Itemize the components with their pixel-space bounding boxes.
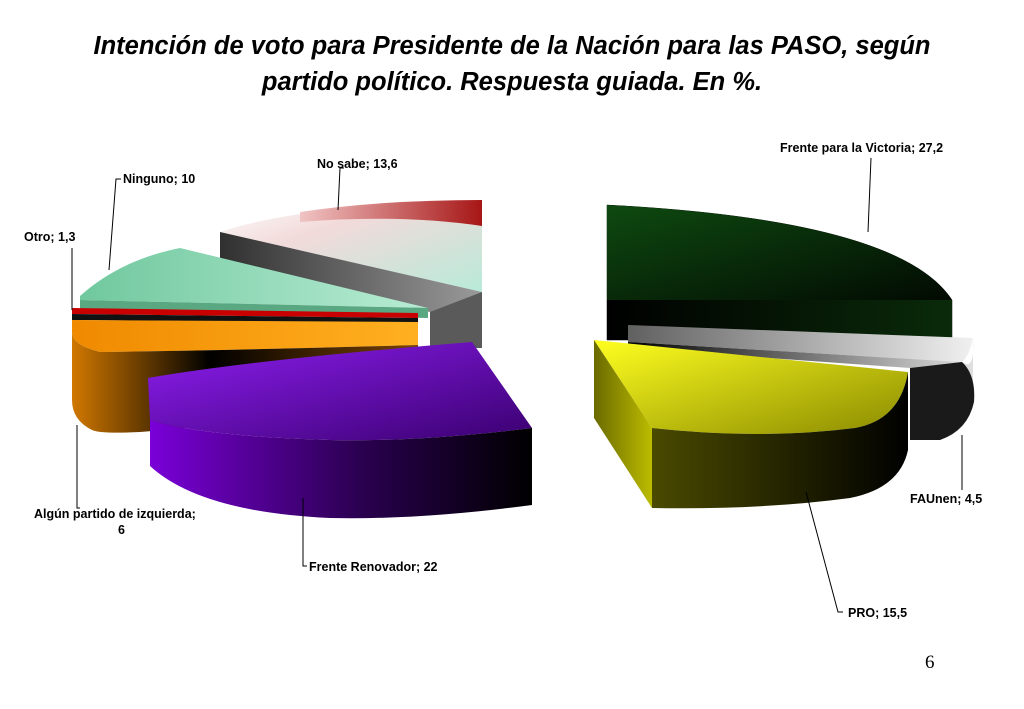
slice-frente-renovador bbox=[148, 342, 532, 519]
right-pie bbox=[594, 204, 975, 509]
chart-title: Intención de voto para Presidente de la … bbox=[20, 28, 1004, 100]
label-izquierda-line2: 6 bbox=[118, 523, 125, 537]
leader-lines bbox=[71, 157, 963, 613]
data-labels: Frente para la Victoria; 27,2 FAUnen; 4,… bbox=[24, 141, 982, 620]
label-faunen: FAUnen; 4,5 bbox=[910, 492, 982, 506]
label-pro: PRO; 15,5 bbox=[848, 606, 907, 620]
chart-title-line-2: partido político. Respuesta guiada. En %… bbox=[261, 68, 763, 96]
label-otro: Otro; 1,3 bbox=[24, 230, 75, 244]
label-izquierda-line1: Algún partido de izquierda; bbox=[34, 507, 196, 521]
chart-title-line-1: Intención de voto para Presidente de la … bbox=[93, 32, 931, 60]
leader-ninguno bbox=[108, 178, 121, 271]
page-number: 6 bbox=[925, 652, 935, 673]
label-frente-renovador: Frente Renovador; 22 bbox=[309, 560, 438, 574]
leader-frente-para-la-victoria bbox=[867, 157, 872, 233]
label-frente-para-la-victoria: Frente para la Victoria; 27,2 bbox=[780, 141, 943, 155]
leader-pro bbox=[805, 491, 843, 613]
slice-pro bbox=[594, 340, 908, 509]
label-no-sabe: No sabe; 13,6 bbox=[317, 157, 398, 171]
left-pie bbox=[72, 200, 532, 519]
leader-no-sabe bbox=[337, 167, 344, 211]
leader-frente-renovador bbox=[302, 498, 307, 567]
slice-frente-para-la-victoria bbox=[606, 204, 953, 341]
slice-faunen bbox=[628, 325, 975, 440]
leader-izquierda bbox=[76, 425, 80, 509]
label-ninguno: Ninguno; 10 bbox=[123, 172, 195, 186]
